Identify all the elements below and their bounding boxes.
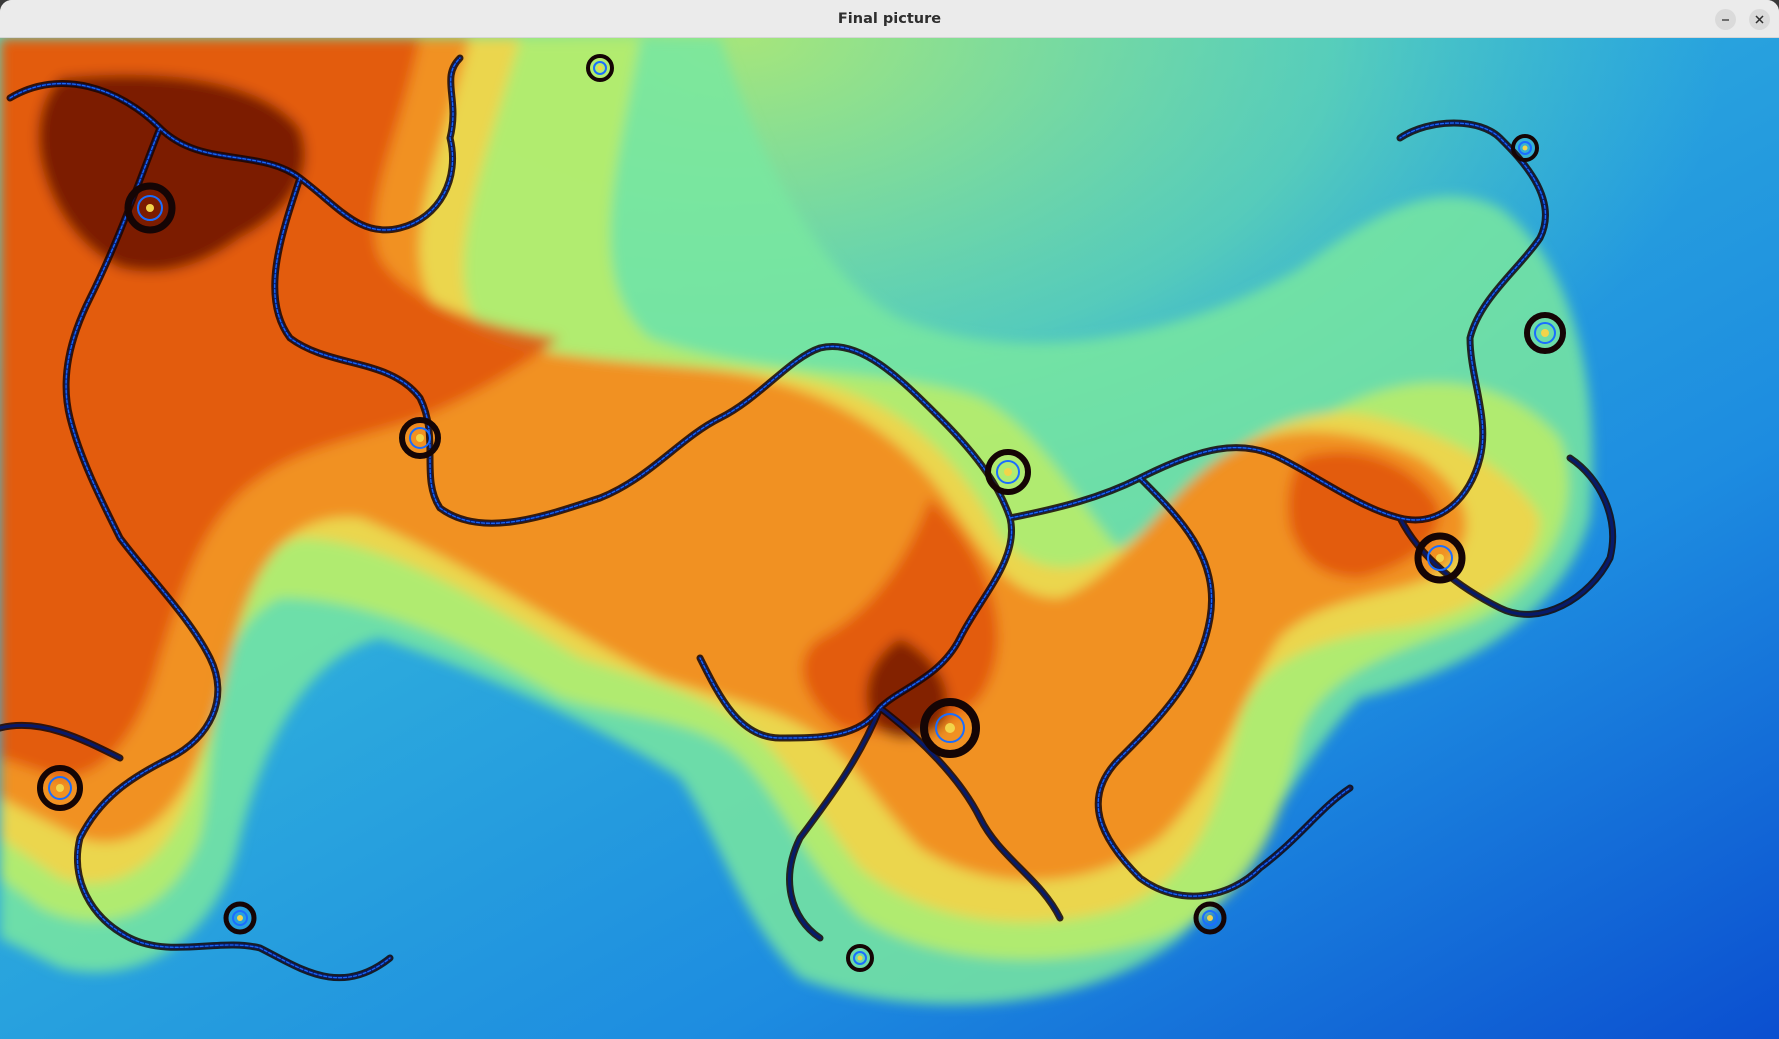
close-icon bbox=[1755, 15, 1764, 24]
color-bands bbox=[0, 38, 1593, 1005]
fractal-image bbox=[0, 38, 1779, 1039]
minimize-icon bbox=[1722, 19, 1729, 21]
close-button[interactable] bbox=[1749, 9, 1770, 30]
fractal-spirals bbox=[37, 54, 1566, 972]
window-title: Final picture bbox=[837, 11, 942, 27]
fractal-filament bbox=[0, 54, 1617, 982]
minimize-button[interactable] bbox=[1715, 9, 1736, 30]
fractal-canvas bbox=[0, 38, 1779, 1039]
title-bar[interactable]: Final picture bbox=[0, 0, 1779, 38]
